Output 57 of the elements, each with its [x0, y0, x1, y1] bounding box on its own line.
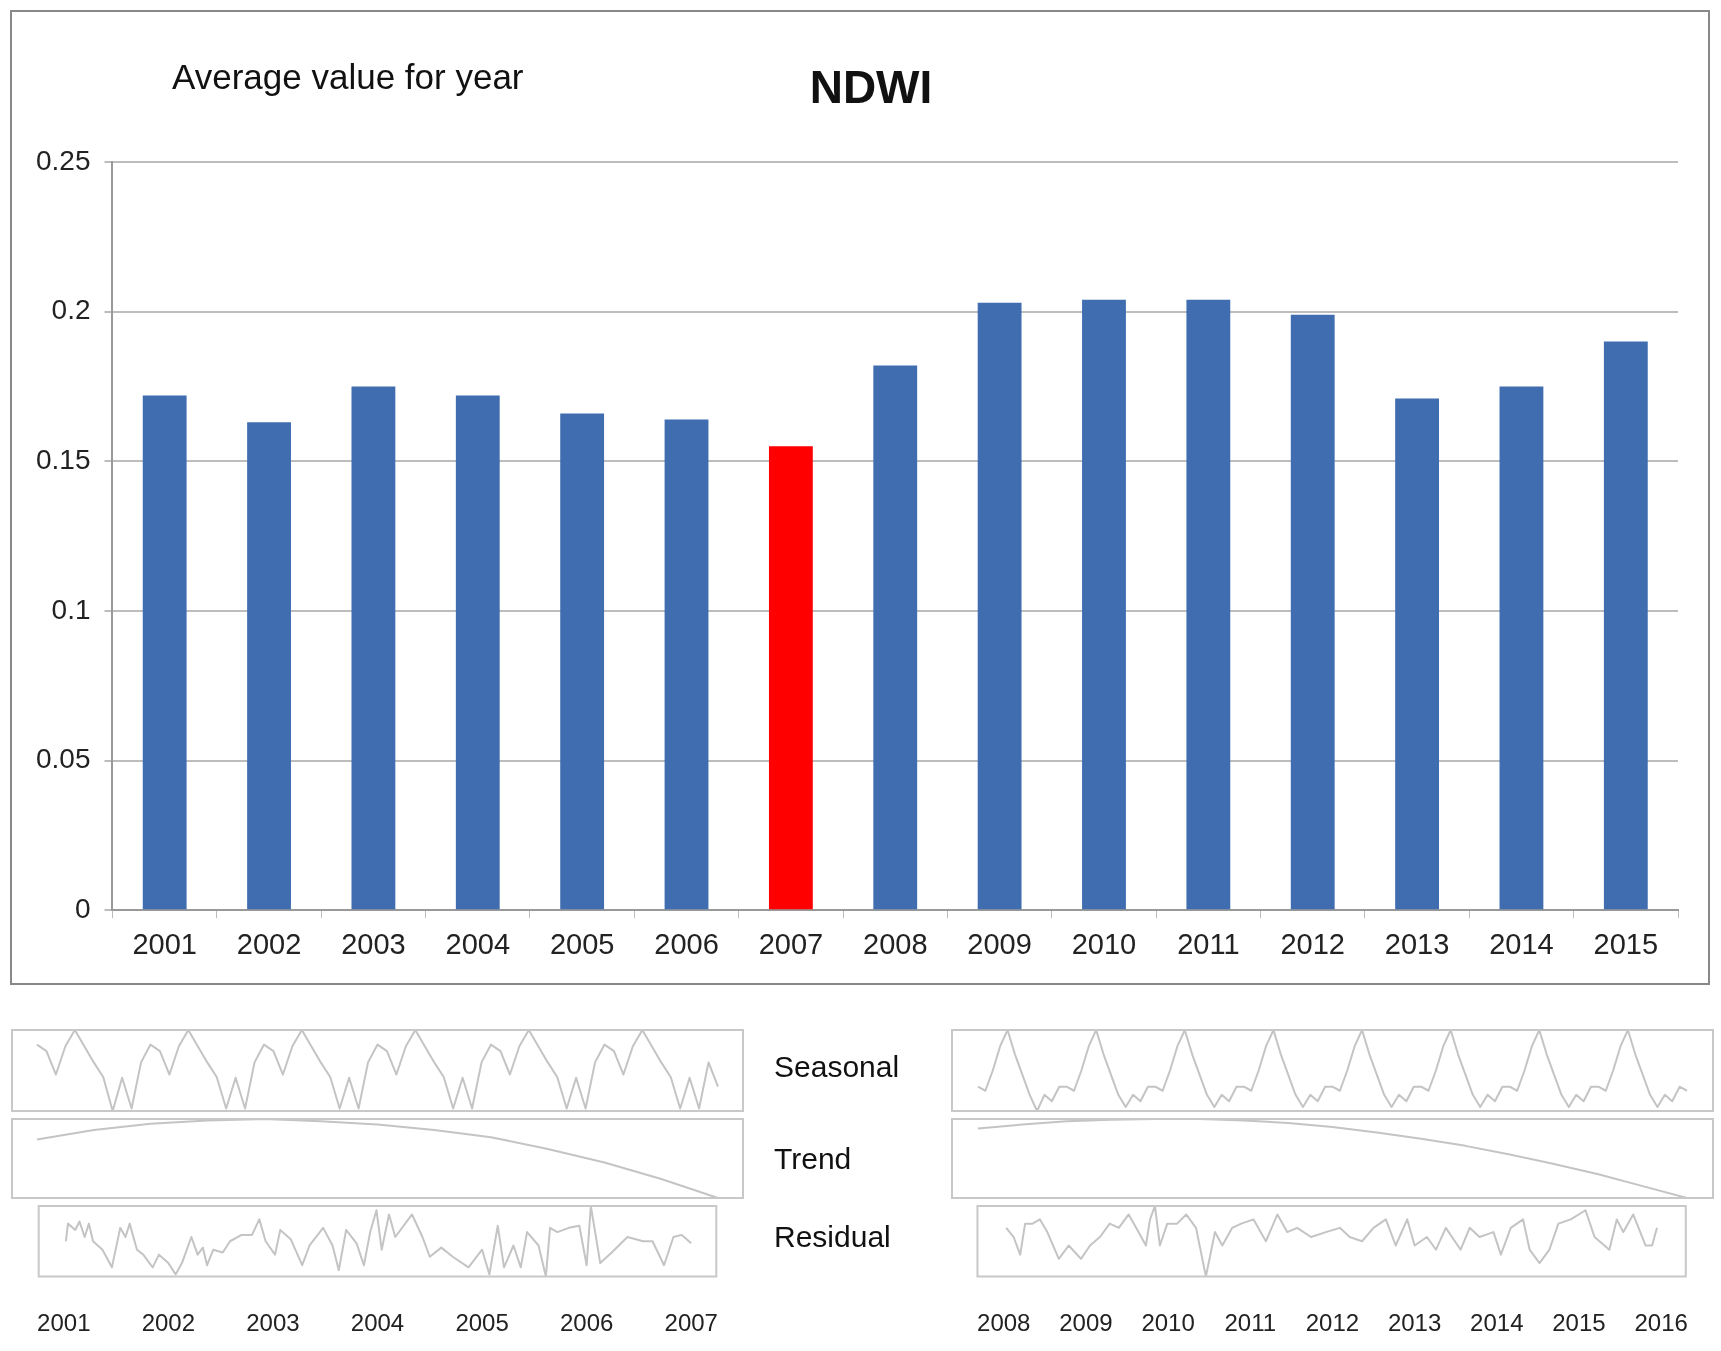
x-tick-label: 2012 [1305, 1308, 1360, 1336]
text: Trend [774, 1142, 852, 1176]
bar [455, 395, 500, 910]
x-tick-label: 2005 [549, 927, 615, 960]
bar [1499, 386, 1544, 910]
chart-subtitle: Average value for year [172, 57, 524, 97]
x-tick-label: 2001 [37, 1308, 91, 1336]
x-tick-label: 2010 [1071, 927, 1137, 960]
bar [142, 395, 187, 910]
bar [977, 302, 1022, 910]
x-tick-label: 2006 [654, 927, 719, 960]
bar [560, 413, 605, 910]
x-tick-label: 2015 [1593, 927, 1659, 960]
y-tick-label: 0.15 [36, 444, 91, 475]
bar [768, 446, 813, 910]
x-tick-label: 2011 [1177, 927, 1240, 960]
text: Residual [774, 1220, 891, 1254]
x-tick-label: 2013 [1387, 1308, 1442, 1336]
x-tick-label: 2009 [967, 927, 1032, 960]
y-tick-label: 0.2 [51, 294, 91, 326]
y-tick-label: 0 [74, 892, 91, 924]
x-tick-label: 2004 [350, 1308, 405, 1336]
x-tick-label: 2006 [559, 1308, 614, 1336]
bar [1290, 314, 1335, 910]
x-tick-label: 2012 [1280, 927, 1345, 960]
bar [1186, 299, 1231, 910]
x-tick-label: 2011 [1224, 1308, 1277, 1336]
bar [247, 422, 291, 910]
x-tick-label: 2001 [132, 927, 197, 960]
bar [1603, 341, 1648, 910]
bar [873, 365, 918, 910]
x-tick-label: 2014 [1470, 1308, 1524, 1336]
x-tick-label: 2005 [455, 1308, 509, 1336]
x-tick-label: 2002 [141, 1308, 196, 1336]
x-tick-label: 2007 [758, 927, 824, 960]
y-tick-label: 0.05 [36, 743, 91, 775]
x-tick-label: 2008 [862, 927, 928, 960]
bar [1395, 398, 1439, 910]
x-tick-label: 2016 [1634, 1308, 1688, 1336]
y-tick-label: 0.25 [36, 144, 91, 176]
x-tick-label: 2008 [977, 1308, 1031, 1336]
x-tick-label: 2007 [664, 1308, 718, 1336]
x-tick-label: 2004 [445, 927, 511, 960]
x-tick-label: 2009 [1059, 1308, 1113, 1336]
text: Seasonal [774, 1050, 900, 1084]
y-tick-label: 0.1 [51, 593, 91, 625]
x-tick-label: 2002 [236, 927, 302, 960]
bar [1082, 299, 1126, 910]
x-tick-label: 2003 [246, 1308, 300, 1336]
x-tick-label: 2010 [1141, 1308, 1195, 1336]
bar [351, 386, 396, 910]
chart-title: NDWI [809, 61, 933, 113]
bar [664, 419, 709, 910]
x-tick-label: 2003 [341, 927, 406, 960]
x-tick-label: 2013 [1384, 927, 1450, 960]
x-tick-label: 2014 [1489, 927, 1554, 960]
x-tick-label: 2015 [1552, 1308, 1606, 1336]
